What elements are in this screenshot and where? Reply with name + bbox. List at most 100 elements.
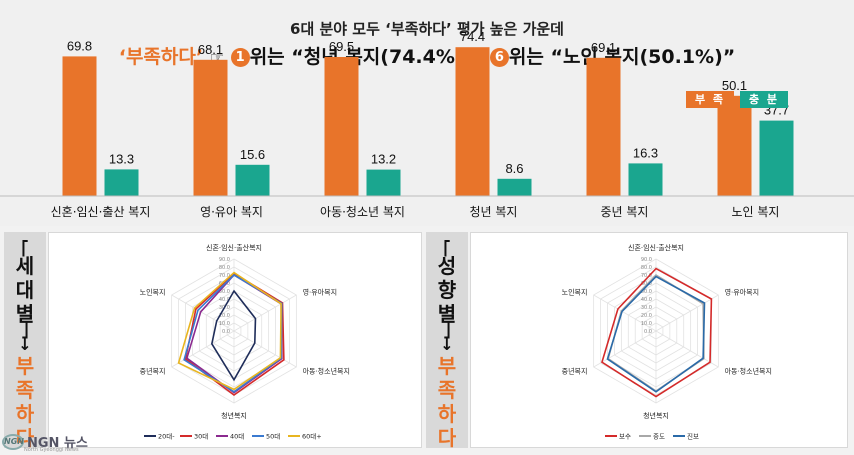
radar-tick-label: 90.0 [219,257,230,263]
legend-label: 보수 [619,433,631,441]
radar-axis-label: 노인복지 [140,287,166,296]
radar-tick-label: 80.0 [219,265,230,271]
bar [62,56,97,197]
bar-value-label: 69.1 [591,40,616,55]
bar [759,120,794,196]
radar-axis-label: 아동·청소년복지 [303,367,350,376]
bar-chart: 69.8 13.3 신혼·임신·출산 복지 68.1 15.6 영·유아 복지 69.5 13… [0,29,854,219]
logo-mark: NGN [2,433,24,450]
bar-value-label: 16.3 [633,145,658,160]
radar-tick-label: 10.0 [641,321,652,327]
bar-value-label: 15.6 [240,147,265,162]
radar-tick-label: 40.0 [641,297,652,303]
side-char: 부 [437,354,457,378]
radar-tick-label: 70.0 [219,273,230,279]
radar-series-line [210,289,257,382]
radar-tick-label: 80.0 [641,265,652,271]
ideology-side-label: ⎡ 성 향 별 ⎦ ↓ 부 족 하 다 [426,232,468,450]
legend-sufficient: 충 분 [740,91,788,108]
legend-label: 중도 [653,433,665,441]
legend-label: 60대+ [302,433,322,441]
radar-spoke [655,330,719,368]
bar [628,163,663,196]
radar-spoke [233,330,297,368]
bar-value-label: 13.3 [109,151,134,166]
legend-label: 50대 [266,433,280,441]
radar-axis-label: 중년복지 [140,367,166,376]
radar-axis-label: 신혼·임신·출산복지 [206,243,262,252]
radar-axis-label: 아동·청소년복지 [725,367,772,376]
radar-axis-label: 노인복지 [562,287,588,296]
radar-spoke [233,294,297,332]
category-label: 중년 복지 [601,205,649,219]
bar [235,164,270,196]
down-arrow-icon: ↓ [440,335,454,354]
radar-tick-label: 20.0 [219,313,230,319]
side-char: 별 [437,302,457,326]
side-char: 다 [437,426,457,450]
radar-spoke [593,294,657,332]
chart-subtitle: ‘부족하다’ ☞ 1 위는 “청년 복지(74.4%)”, 6 위는 “노인 복지(… [0,42,854,69]
radar-tick-label: 40.0 [219,297,230,303]
radar-axis-label: 청년복지 [643,411,669,420]
generation-radar-panel: 0.0 10.0 20.0 30.0 40.0 50.0 60.0 70.0 80.0 90.0 신… [48,232,422,448]
radar-tick-label: 0.0 [644,329,652,335]
bar [324,57,359,196]
radar-series-line [606,275,706,393]
ideology-radar-chart: 0.010.020.030.040.050.060.070.080.090.0신… [562,243,772,441]
radar-tick-label: 50.0 [219,289,230,295]
bar-value-label: 13.2 [371,152,396,167]
category-label: 신혼·임신·출산 복지 [51,205,151,219]
bar-value-label: 8.6 [505,161,523,176]
radar-tick-label: 50.0 [641,289,652,295]
bar [455,47,490,197]
bar [586,57,621,196]
radar-tick-label: 10.0 [219,321,230,327]
side-char: 향 [437,278,457,302]
bar [497,178,532,196]
bar [104,169,139,196]
radar-series-line [601,267,713,398]
legend-label: 진보 [687,432,699,441]
category-label: 아동·청소년 복지 [320,205,405,219]
radar-tick-label: 70.0 [641,273,652,279]
radar-tick-label: 20.0 [641,313,652,319]
radar-tick-label: 0.0 [222,329,230,335]
legend-label: 30대 [194,433,208,441]
legend-insufficient: 부 족 [686,91,734,108]
bar [717,95,752,196]
side-char: 대 [15,278,35,302]
logo-brand: NGN 뉴스 [27,436,88,451]
ideology-radar-panel: 0.0 10.0 20.0 30.0 40.0 50.0 60.0 70.0 80.0 90.0 신… [470,232,848,448]
side-char: 족 [15,378,35,402]
side-char: 별 [15,302,35,326]
bar-value-label: 69.5 [329,39,354,54]
rank-1-text: 위는 “청년 복지(74.4%)”, [249,46,490,68]
radar-axis-label: 중년복지 [562,367,588,376]
logo-subtitle: North Gyeonggi News [24,447,79,453]
radar-spoke [171,294,235,332]
bar-value-label: 74.4 [460,29,485,44]
rank-1-badge: 1 [230,48,250,67]
bar-chart-panel [0,0,854,226]
generation-side-label: ⎡ 세 대 별 ⎦ ↓ 부 족 하 다 [4,232,46,450]
radar-axis-label: 영·유아복지 [303,287,337,296]
bar-value-label: 69.8 [67,38,92,53]
side-char: 족 [437,378,457,402]
generation-radar-chart: 0.010.020.030.040.050.060.070.080.090.0신… [140,243,350,441]
bar [366,169,401,196]
side-char: 하 [15,402,35,426]
category-label: 노인 복지 [732,205,780,219]
bar [193,59,228,196]
bar-value-label: 50.1 [722,78,747,93]
radar-axis-label: 청년복지 [221,411,247,420]
radar-axis-label: 신혼·임신·출산복지 [628,243,684,252]
radar-spoke [655,294,719,332]
radar-tick-label: 90.0 [641,257,652,263]
side-char: 성 [437,254,457,278]
bar-value-label: 68.1 [198,42,223,57]
subtitle-prefix: ‘부족하다’ [118,46,204,68]
legend-label: 40대 [230,433,244,441]
chart-title: 6대 분야 모두 ‘부족하다’ 평가 높은 가운데 [290,20,564,38]
category-label: 청년 복지 [470,205,518,219]
